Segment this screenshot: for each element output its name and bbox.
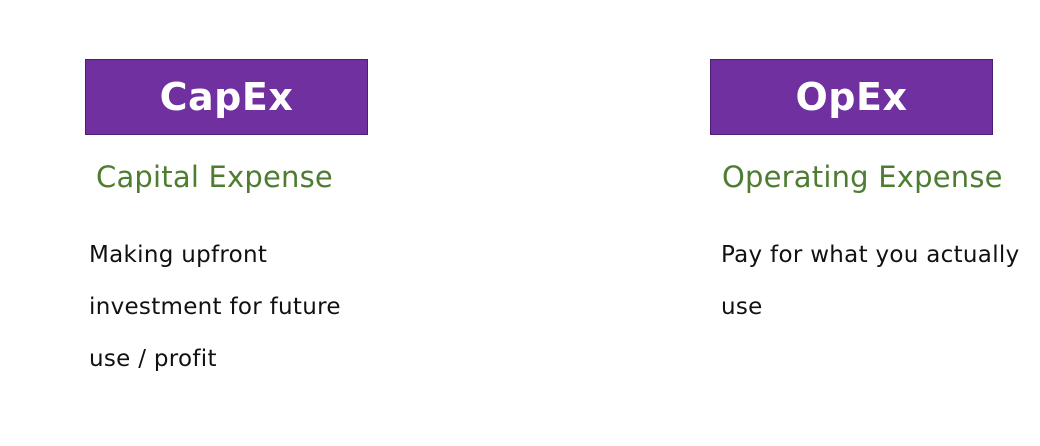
capex-title: CapEx <box>159 75 294 119</box>
capex-title-box: CapEx <box>85 59 368 135</box>
opex-description: Pay for what you actually use <box>721 242 1020 320</box>
opex-title: OpEx <box>795 75 908 119</box>
opex-title-box: OpEx <box>710 59 993 135</box>
opex-subtitle: Operating Expense <box>722 160 1003 194</box>
capex-description: Making upfront investment for future use… <box>89 242 341 372</box>
capex-subtitle: Capital Expense <box>96 160 333 194</box>
